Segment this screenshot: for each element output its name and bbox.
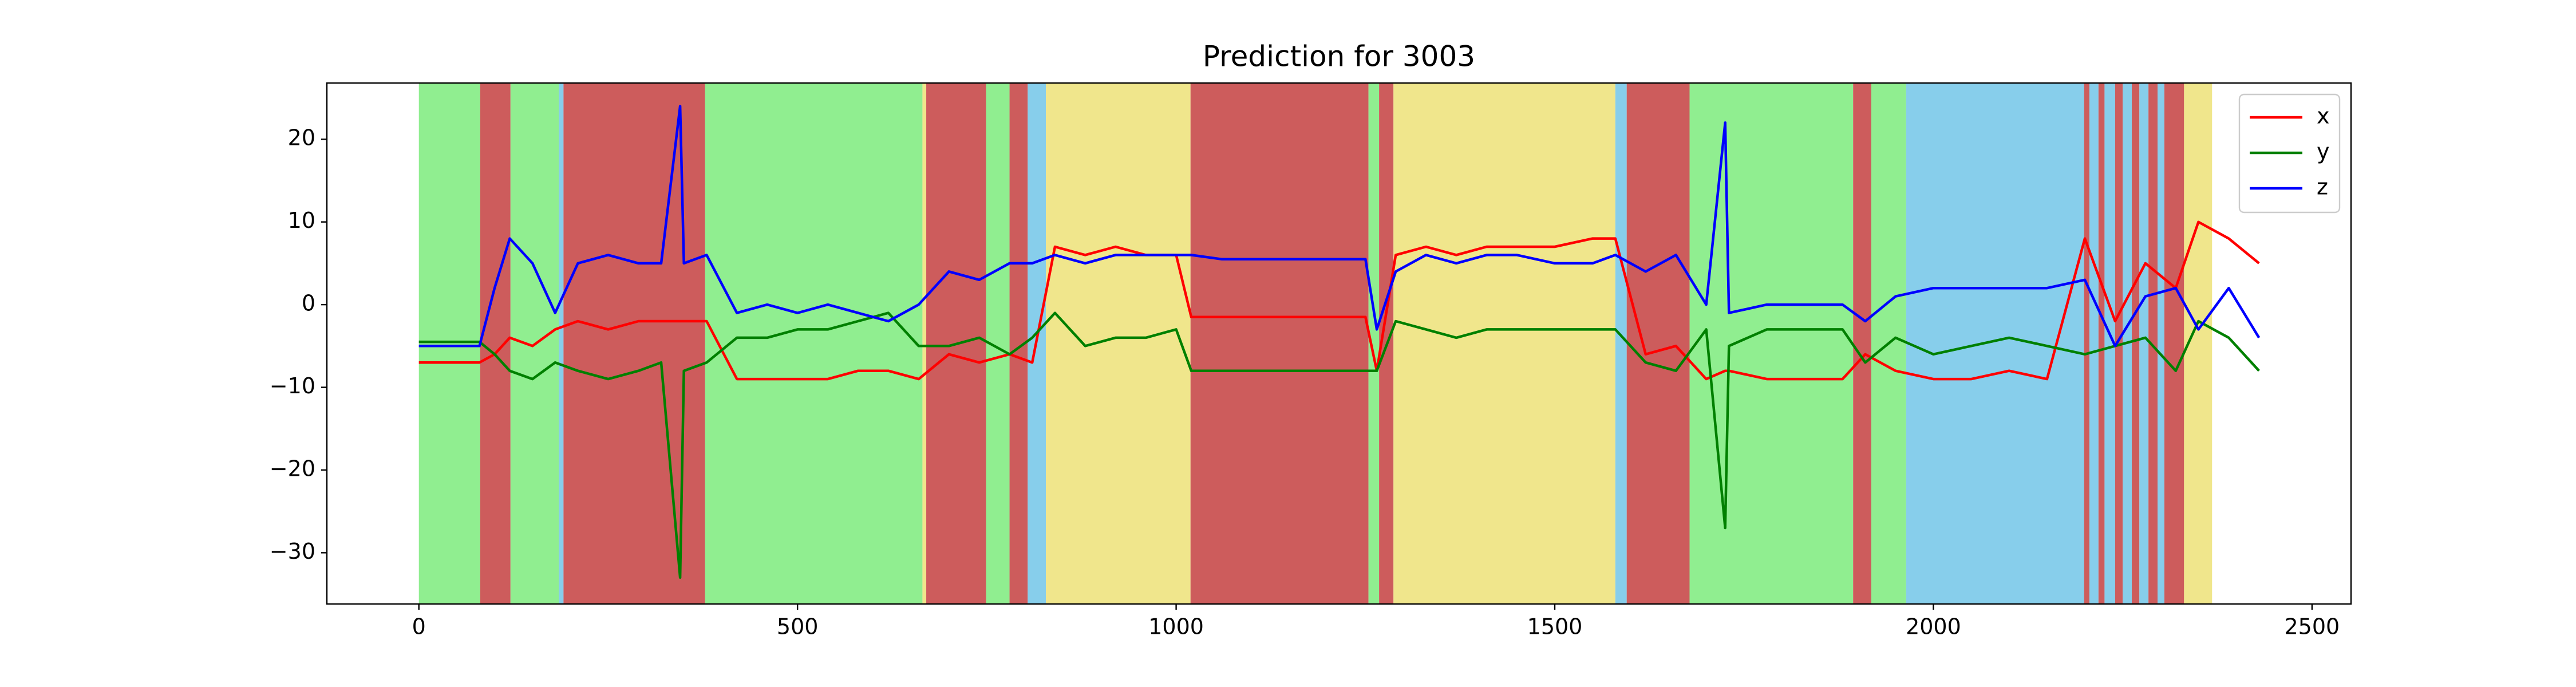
line-series [418,105,2261,348]
span [2104,83,2115,604]
span [1046,83,1191,604]
x-tick-label: 2000 [1906,614,1961,639]
y-tick-label: 10 [288,208,315,233]
span [559,83,564,604]
x-tick-label: 1000 [1148,614,1204,639]
legend-label: x [2317,104,2330,129]
span [1689,83,1854,604]
x-tick-label: 1500 [1527,614,1583,639]
x-tick-label: 500 [777,614,819,639]
y-tick-label: 20 [288,125,315,151]
lines [418,105,2261,579]
x-tick-label: 0 [412,614,426,639]
line-series [418,311,2260,579]
y-tick-label: −20 [270,456,315,481]
span [2158,83,2164,604]
axes-frame [326,82,2352,605]
y-tick-label: −10 [270,373,315,398]
span [2139,83,2149,604]
legend-label: z [2317,175,2328,200]
span [1615,83,1627,604]
span [1368,83,1380,604]
line-series [418,220,2260,381]
span [2115,83,2123,604]
span [2132,83,2140,604]
span [1190,83,1369,604]
span [705,83,923,604]
span [922,83,927,604]
spans [418,83,2212,604]
span [2098,83,2105,604]
span [1853,83,1871,604]
x-tick-label: 2500 [2285,614,2340,639]
chart-title: Prediction for 3003 [1203,40,1475,73]
y-tick-label: −30 [270,539,315,564]
span [418,83,480,604]
span [1626,83,1690,604]
span [2089,83,2099,604]
span [2084,83,2089,604]
y-tick-label: 0 [302,291,315,316]
span [1393,83,1615,604]
span [1906,83,2084,604]
plot-area [418,83,2261,604]
span [2148,83,2158,604]
span [563,83,705,604]
legend-label: y [2317,139,2330,164]
span [2164,83,2184,604]
